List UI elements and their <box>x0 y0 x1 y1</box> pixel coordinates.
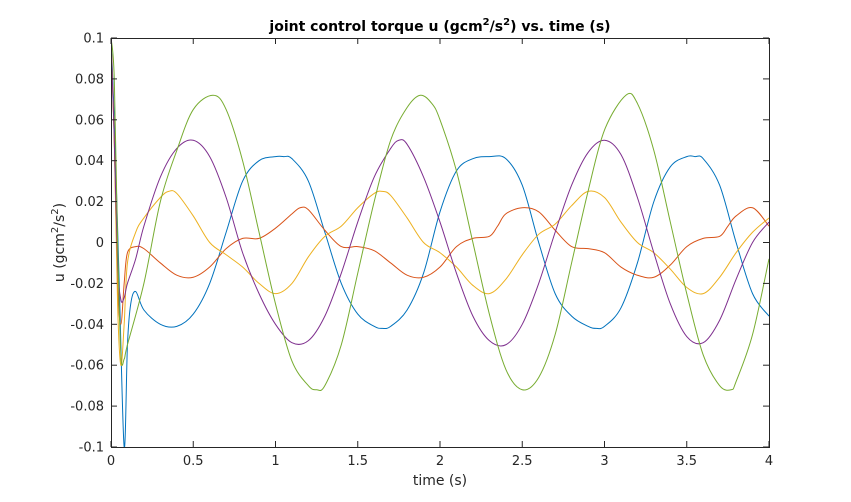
y-tick-label: -0.02 <box>70 277 104 292</box>
y-tick-label: -0.06 <box>70 359 104 374</box>
x-tick-label: 2 <box>436 454 444 469</box>
y-axis: -0.1 -0.08 -0.06 -0.04 -0.02 0 0.02 0.04 0.06 0.0… <box>70 32 769 456</box>
y-tick-label: 0.06 <box>75 113 104 128</box>
series-line-3 <box>111 38 769 366</box>
y-tick-label: -0.1 <box>79 441 104 456</box>
y-tick-label: -0.08 <box>70 400 104 415</box>
plot-area <box>111 38 769 447</box>
x-tick-label: 2.5 <box>512 454 533 469</box>
series-group <box>111 38 769 447</box>
x-axis: 0 0.5 1 1.5 2 2.5 3 3.5 4 <box>107 38 773 469</box>
y-tick-label: 0 <box>96 236 104 251</box>
y-tick-label: 0.1 <box>83 32 104 47</box>
x-tick-label: 3 <box>600 454 608 469</box>
series-line-5 <box>111 38 769 392</box>
x-tick-label: 3.5 <box>676 454 697 469</box>
series-line-1 <box>111 38 769 447</box>
y-tick-label: 0.04 <box>75 154 104 169</box>
chart-title: joint control torque u (gcm2/s2) vs. tim… <box>268 17 610 35</box>
x-tick-label: 4 <box>765 454 773 469</box>
y-tick-label: -0.04 <box>70 318 104 333</box>
x-tick-label: 1 <box>271 454 279 469</box>
x-tick-label: 0 <box>107 454 115 469</box>
y-tick-label: 0.02 <box>75 195 104 210</box>
x-tick-label: 0.5 <box>183 454 204 469</box>
y-axis-label: u (gcm2/s2) <box>50 203 68 282</box>
series-line-4 <box>111 38 769 347</box>
x-tick-label: 1.5 <box>347 454 368 469</box>
y-tick-label: 0.08 <box>75 72 104 87</box>
x-axis-label: time (s) <box>413 473 467 489</box>
